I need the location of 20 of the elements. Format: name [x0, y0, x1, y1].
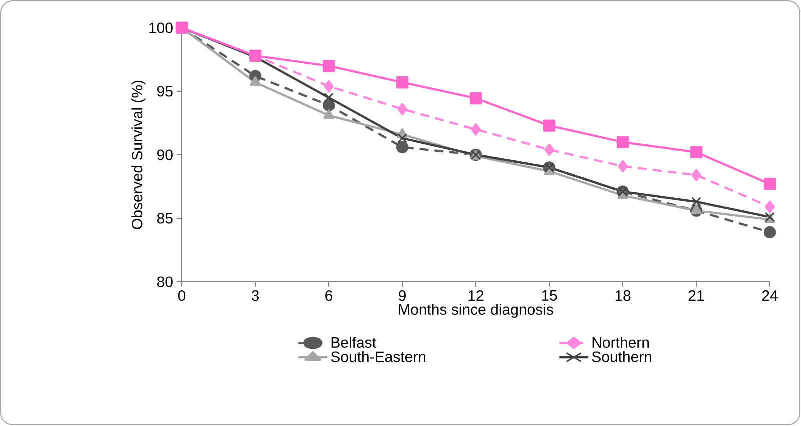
x-tick-label: 3 — [252, 290, 260, 302]
x-tick-label: 12 — [468, 290, 484, 301]
legend-label: Belfast — [332, 336, 376, 348]
x-tick-label: 24 — [762, 290, 778, 301]
legend-label: South-Eastern — [331, 351, 426, 362]
y-tick-label: 95 — [158, 86, 173, 97]
legend-label: Northern — [592, 336, 649, 348]
y-tick-label: 80 — [157, 276, 173, 288]
x-axis-title: Months since diagnosis — [399, 304, 554, 318]
y-tick-label: 100 — [150, 22, 173, 34]
x-tick-label: 6 — [326, 290, 333, 302]
x-tick-label: 0 — [178, 290, 186, 302]
x-tick-label: 9 — [399, 290, 406, 302]
x-tick-label: 15 — [542, 290, 558, 301]
y-axis-title: Observed Survival (%) — [132, 80, 146, 230]
legend-label: Southern — [592, 351, 652, 362]
y-tick-label: 85 — [157, 213, 173, 224]
y-tick-label: 90 — [158, 150, 173, 160]
x-tick-label: 18 — [616, 290, 631, 302]
x-tick-label: 21 — [688, 290, 704, 301]
